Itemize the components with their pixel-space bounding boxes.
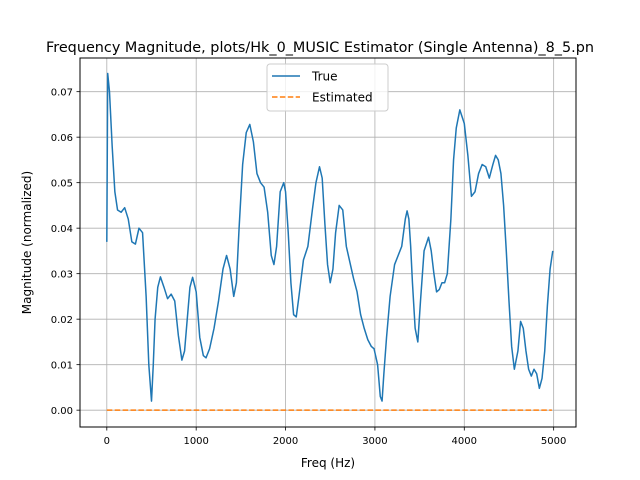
x-tick-label: 2000: [273, 436, 298, 447]
y-tick-label: 0.07: [51, 87, 73, 98]
x-tick-label: 0: [104, 436, 110, 447]
y-axis-label: Magnitude (normalized): [20, 171, 34, 314]
axis-ticks: 0 1000 2000 3000 4000 5000 0.00 0.01 0.02 0.03 0.0…: [51, 87, 567, 447]
x-tick-label: 5000: [541, 436, 566, 447]
y-tick-label: 0.05: [51, 178, 73, 189]
grid: [80, 58, 576, 427]
series-layer: [106, 72, 554, 411]
legend-estimated-label: Estimated: [312, 91, 373, 105]
x-tick-label: 1000: [183, 436, 208, 447]
y-tick-label: 0.06: [51, 133, 73, 144]
legend-true-label: True: [311, 70, 338, 84]
y-tick-label: 0.01: [51, 360, 73, 371]
plot-frame: [79, 57, 577, 428]
x-axis-label: Freq (Hz): [301, 456, 355, 470]
true-series-line: [106, 72, 554, 402]
x-tick-label: 3000: [362, 436, 387, 447]
chart-title: Frequency Magnitude, plots/Hk_0_MUSIC Es…: [46, 40, 594, 56]
y-tick-label: 0.02: [51, 315, 73, 326]
y-tick-label: 0.00: [51, 406, 73, 417]
x-tick-label: 4000: [452, 436, 477, 447]
legend: True Estimated: [266, 63, 389, 112]
y-tick-label: 0.04: [51, 224, 73, 235]
y-tick-label: 0.03: [51, 269, 73, 280]
